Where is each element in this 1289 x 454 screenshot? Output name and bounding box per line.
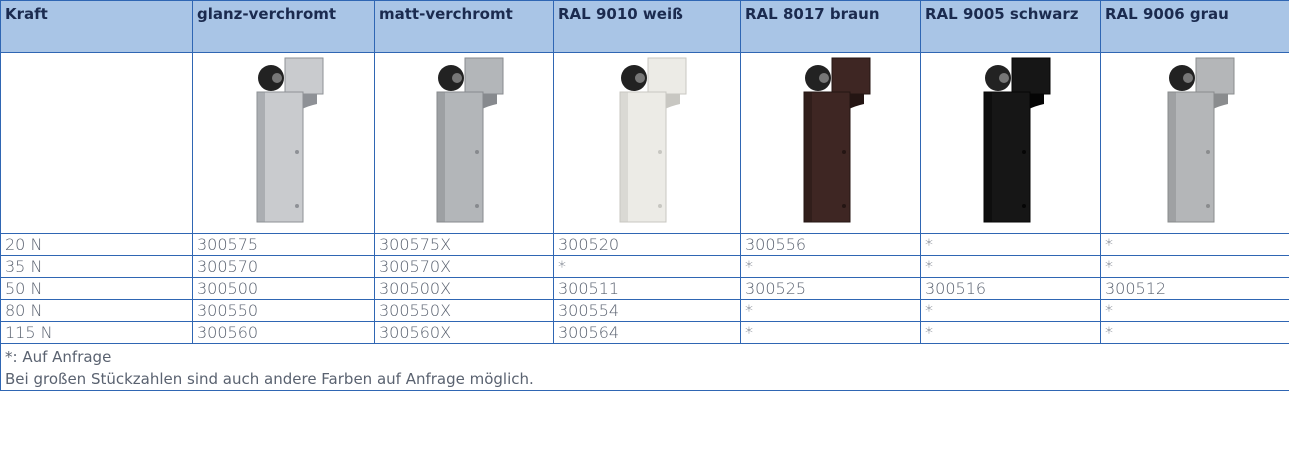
data-cell: * <box>1101 256 1289 278</box>
data-cell: * <box>921 256 1101 278</box>
data-cell: * <box>741 300 921 322</box>
door-closer-image <box>602 56 692 226</box>
data-cell: 300512 <box>1101 278 1289 300</box>
header-cell: RAL 9005 schwarz <box>921 1 1101 53</box>
data-cell: 300575X <box>375 234 554 256</box>
image-row <box>1 53 1289 234</box>
door-closer-image <box>419 56 509 226</box>
product-image-cell <box>554 53 741 234</box>
data-cell: 300554 <box>554 300 741 322</box>
data-cell: 300560X <box>375 322 554 344</box>
footnote: *: Auf Anfrage <box>5 346 1286 368</box>
data-cell: 300570 <box>193 256 375 278</box>
data-cell: * <box>921 322 1101 344</box>
data-cell: 300560 <box>193 322 375 344</box>
header-cell: Kraft <box>1 1 193 53</box>
data-cell: 300500 <box>193 278 375 300</box>
data-cell: 300556 <box>741 234 921 256</box>
data-cell: * <box>554 256 741 278</box>
data-cell: 300575 <box>193 234 375 256</box>
data-cell: * <box>921 234 1101 256</box>
header-cell: glanz-verchromt <box>193 1 375 53</box>
door-closer-image <box>966 56 1056 226</box>
door-closer-image <box>786 56 876 226</box>
data-cell: 300500X <box>375 278 554 300</box>
header-cell: RAL 8017 braun <box>741 1 921 53</box>
data-cell: * <box>1101 322 1289 344</box>
data-cell: * <box>1101 300 1289 322</box>
product-image-cell <box>921 53 1101 234</box>
data-cell: * <box>741 256 921 278</box>
header-cell: RAL 9010 weiß <box>554 1 741 53</box>
data-cell: 80 N <box>1 300 193 322</box>
data-cell: 300564 <box>554 322 741 344</box>
data-cell: 115 N <box>1 322 193 344</box>
door-closer-image <box>1150 56 1240 226</box>
data-cell: 300511 <box>554 278 741 300</box>
data-cell: 300516 <box>921 278 1101 300</box>
data-cell: * <box>1101 234 1289 256</box>
data-cell: 20 N <box>1 234 193 256</box>
product-image-cell <box>1101 53 1289 234</box>
product-image-cell <box>193 53 375 234</box>
header-cell: matt-verchromt <box>375 1 554 53</box>
data-cell: 300570X <box>375 256 554 278</box>
product-image-cell <box>375 53 554 234</box>
product-image-cell <box>741 53 921 234</box>
door-closer-image <box>239 56 329 226</box>
data-cell: 50 N <box>1 278 193 300</box>
data-cell: 300520 <box>554 234 741 256</box>
data-cell: 35 N <box>1 256 193 278</box>
data-cell: * <box>741 322 921 344</box>
footnote: Bei großen Stückzahlen sind auch andere … <box>5 368 1286 390</box>
empty-cell <box>1 53 193 234</box>
data-cell: 300550 <box>193 300 375 322</box>
header-cell: RAL 9006 grau <box>1101 1 1289 53</box>
data-cell: * <box>921 300 1101 322</box>
page: Kraftglanz-verchromtmatt-verchromtRAL 90… <box>0 0 1289 454</box>
data-cell: 300525 <box>741 278 921 300</box>
data-cell: 300550X <box>375 300 554 322</box>
